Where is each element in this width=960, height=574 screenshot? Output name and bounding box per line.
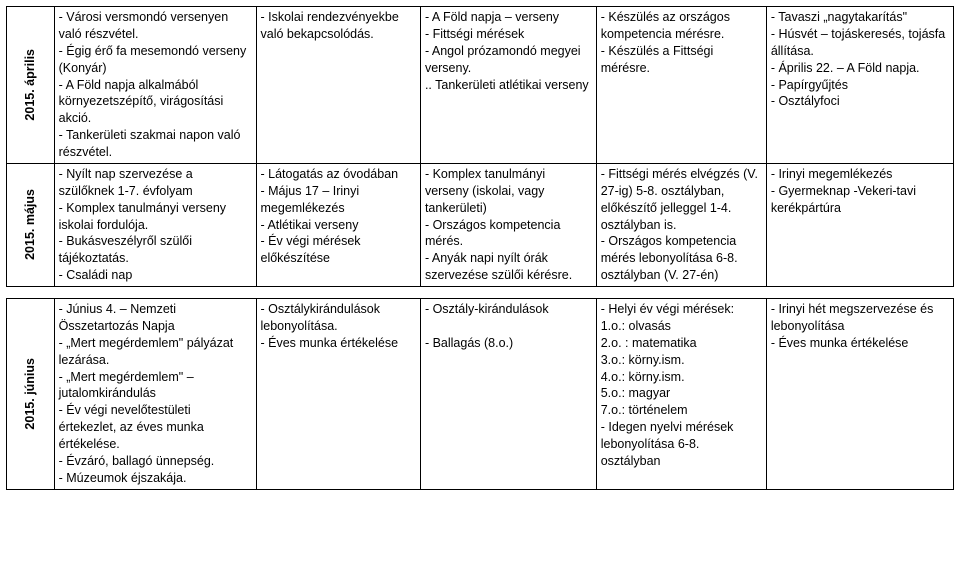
may-col1: - Nyílt nap szervezése a szülőknek 1-7. … xyxy=(54,163,256,286)
month-april: 2015. április xyxy=(7,7,55,164)
may-col3: - Komplex tanulmányi verseny (iskolai, v… xyxy=(420,163,596,286)
row-april: 2015. április - Városi versmondó verseny… xyxy=(7,7,954,164)
june-col5: - Irinyi hét megszervezése és lebonyolít… xyxy=(766,299,953,490)
june-col4: - Helyi év végi mérések:1.o.: olvasás2.o… xyxy=(596,299,766,490)
april-col1: - Városi versmondó versenyen való részvé… xyxy=(54,7,256,164)
june-col2: - Osztálykirándulások lebonyolítása.- Év… xyxy=(256,299,420,490)
schedule-table: 2015. április - Városi versmondó verseny… xyxy=(6,6,954,490)
month-june: 2015. június xyxy=(7,299,55,490)
may-col2: - Látogatás az óvodában- Május 17 – Irin… xyxy=(256,163,420,286)
separator xyxy=(7,287,954,299)
april-col5: - Tavaszi „nagytakarítás"- Húsvét – tojá… xyxy=(766,7,953,164)
june-col1: - Június 4. – Nemzeti Összetartozás Napj… xyxy=(54,299,256,490)
month-may: 2015. május xyxy=(7,163,55,286)
april-col2: - Iskolai rendezvényekbe való bekapcsoló… xyxy=(256,7,420,164)
row-may: 2015. május - Nyílt nap szervezése a szü… xyxy=(7,163,954,286)
may-col4: - Fittségi mérés elvégzés (V. 27-ig) 5-8… xyxy=(596,163,766,286)
april-col3: - A Föld napja – verseny- Fittségi mérés… xyxy=(420,7,596,164)
april-col4: - Készülés az országos kompetencia mérés… xyxy=(596,7,766,164)
june-col3: - Osztály-kirándulások- Ballagás (8.o.) xyxy=(420,299,596,490)
may-col5: - Irinyi megemlékezés- Gyermeknap -Veker… xyxy=(766,163,953,286)
row-june: 2015. június - Június 4. – Nemzeti Össze… xyxy=(7,299,954,490)
